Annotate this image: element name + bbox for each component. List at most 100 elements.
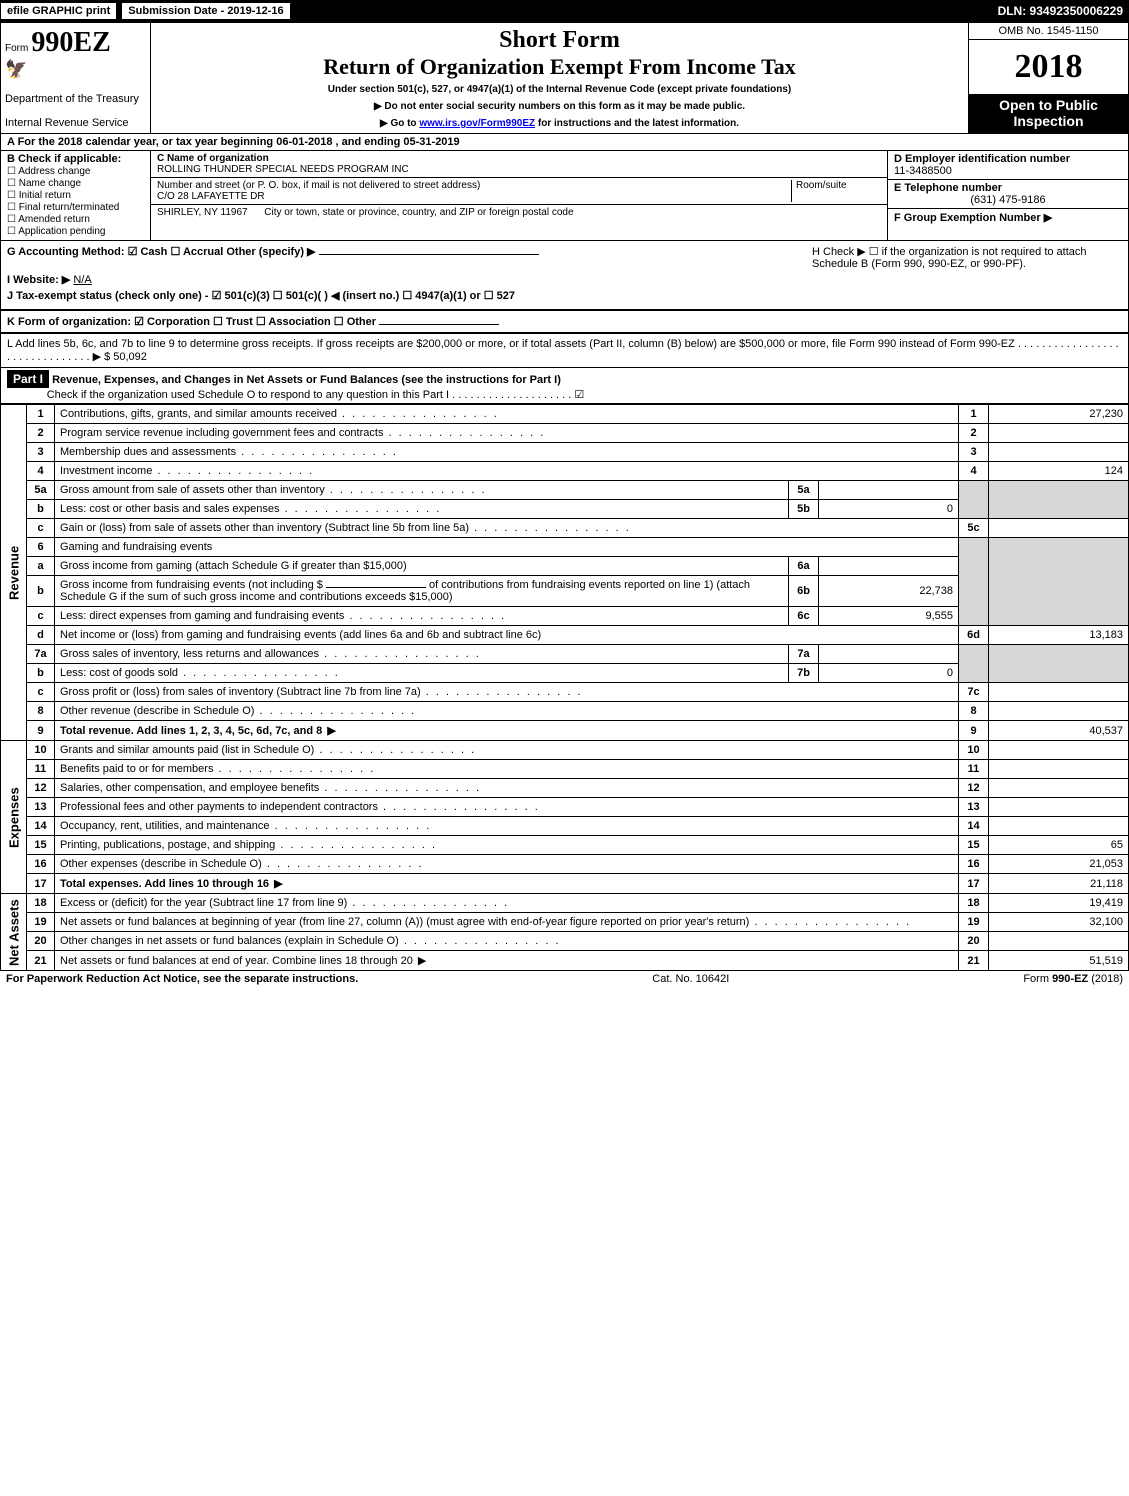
j-label: J Tax-exempt status (check only one) - ☑… <box>7 290 515 302</box>
l6d-val: 13,183 <box>989 626 1129 645</box>
department-label-1: Department of the Treasury <box>5 93 146 105</box>
l4-outlabel: 4 <box>959 462 989 481</box>
form-label-row: Form 990EZ <box>5 27 146 59</box>
l6c-innerlabel: 6c <box>789 607 819 626</box>
meta-k: K Form of organization: ☑ Corporation ☐ … <box>0 310 1129 333</box>
l6b-innerlabel: 6b <box>789 576 819 607</box>
l2-no: 2 <box>27 424 55 443</box>
l3-val <box>989 443 1129 462</box>
l21-outlabel: 21 <box>959 951 989 971</box>
b-label: B Check if applicable: <box>7 153 121 165</box>
d-ein-row: D Employer identification number 11-3488… <box>888 151 1128 180</box>
l4-desc: Investment income <box>55 462 959 481</box>
line-a-tax-year: A For the 2018 calendar year, or tax yea… <box>0 134 1129 151</box>
check-label-2: Initial return <box>19 190 71 201</box>
l6b-blank[interactable] <box>326 587 426 588</box>
l5b-no: b <box>27 500 55 519</box>
submission-date: Submission Date - 2019-12-16 <box>121 2 290 20</box>
page-footer: For Paperwork Reduction Act Notice, see … <box>0 971 1129 987</box>
check-initial-return[interactable]: ☐ Initial return <box>7 190 144 201</box>
l17-no: 17 <box>27 874 55 894</box>
l13-outlabel: 13 <box>959 798 989 817</box>
l6d-no: d <box>27 626 55 645</box>
c-name-row: C Name of organization ROLLING THUNDER S… <box>151 151 887 178</box>
l1-no: 1 <box>27 405 55 424</box>
l19-val: 32,100 <box>989 913 1129 932</box>
footer-mid: Cat. No. 10642I <box>652 973 729 985</box>
l15-desc: Printing, publications, postage, and shi… <box>55 836 959 855</box>
l2-outlabel: 2 <box>959 424 989 443</box>
l7c-val <box>989 683 1129 702</box>
check-amended-return[interactable]: ☐ Amended return <box>7 214 144 225</box>
l-label: L Add lines 5b, 6c, and 7b to line 9 to … <box>7 338 1119 363</box>
k-other-line[interactable] <box>379 324 499 325</box>
l16-desc: Other expenses (describe in Schedule O) <box>55 855 959 874</box>
dln-label: DLN: 93492350006229 <box>998 4 1129 18</box>
l13-val <box>989 798 1129 817</box>
room-label: Room/suite <box>796 180 847 191</box>
org-city: SHIRLEY, NY 11967 <box>157 207 248 218</box>
l12-desc: Salaries, other compensation, and employ… <box>55 779 959 798</box>
l3-desc: Membership dues and assessments <box>55 443 959 462</box>
f-group-row: F Group Exemption Number ▶ <box>888 209 1128 226</box>
l9-no: 9 <box>27 721 55 741</box>
l6c-desc: Less: direct expenses from gaming and fu… <box>55 607 789 626</box>
l11-val <box>989 760 1129 779</box>
omb-number: OMB No. 1545-1150 <box>969 23 1128 40</box>
l5c-desc: Gain or (loss) from sale of assets other… <box>55 519 959 538</box>
l8-outlabel: 8 <box>959 702 989 721</box>
header-right: OMB No. 1545-1150 2018 Open to Public In… <box>968 23 1128 133</box>
part-i-table: Revenue 1 Contributions, gifts, grants, … <box>0 404 1129 971</box>
l16-outlabel: 16 <box>959 855 989 874</box>
l6b-no: b <box>27 576 55 607</box>
open-to-public-badge: Open to Public Inspection <box>969 94 1128 133</box>
footer-left: For Paperwork Reduction Act Notice, see … <box>6 973 358 985</box>
short-form-title: Short Form <box>499 27 620 54</box>
instr2-prefix: ▶ Go to <box>380 118 419 129</box>
l14-val <box>989 817 1129 836</box>
l5b-innerlabel: 5b <box>789 500 819 519</box>
efile-print-button[interactable]: efile GRAPHIC print <box>0 2 117 20</box>
l5c-outlabel: 5c <box>959 519 989 538</box>
line-a-prefix: A For the 2018 calendar year, or tax yea… <box>7 136 276 148</box>
entity-info-grid: B Check if applicable: ☐ Address change … <box>0 151 1129 241</box>
l14-outlabel: 14 <box>959 817 989 836</box>
l16-val: 21,053 <box>989 855 1129 874</box>
l6a-innerval <box>819 557 959 576</box>
open-public-line2: Inspection <box>971 114 1126 129</box>
l20-val <box>989 932 1129 951</box>
l9-desc: Total revenue. Add lines 1, 2, 3, 4, 5c,… <box>55 721 959 741</box>
l6a-no: a <box>27 557 55 576</box>
l11-desc: Benefits paid to or for members <box>55 760 959 779</box>
l10-outlabel: 10 <box>959 741 989 760</box>
l7a-no: 7a <box>27 645 55 664</box>
l20-outlabel: 20 <box>959 932 989 951</box>
l2-desc: Program service revenue including govern… <box>55 424 959 443</box>
org-name: ROLLING THUNDER SPECIAL NEEDS PROGRAM IN… <box>157 164 409 175</box>
line-a-mid: , and ending <box>336 136 404 148</box>
l6b-innerval: 22,738 <box>819 576 959 607</box>
l13-desc: Professional fees and other payments to … <box>55 798 959 817</box>
l5ab-shade <box>959 481 989 519</box>
check-name-change[interactable]: ☐ Name change <box>7 178 144 189</box>
header-left: Form 990EZ 🦅 Department of the Treasury … <box>1 23 151 133</box>
org-address: C/O 28 LAFAYETTE DR <box>157 191 265 202</box>
l6a-desc: Gross income from gaming (attach Schedul… <box>55 557 789 576</box>
l1-desc: Contributions, gifts, grants, and simila… <box>55 405 959 424</box>
l5c-no: c <box>27 519 55 538</box>
check-address-change[interactable]: ☐ Address change <box>7 166 144 177</box>
check-final-return[interactable]: ☐ Final return/terminated <box>7 202 144 213</box>
form-header: Form 990EZ 🦅 Department of the Treasury … <box>0 22 1129 134</box>
line-a-begin: 06-01-2018 <box>276 136 332 148</box>
check-application-pending[interactable]: ☐ Application pending <box>7 226 144 237</box>
l21-desc: Net assets or fund balances at end of ye… <box>55 951 959 971</box>
l8-desc: Other revenue (describe in Schedule O) <box>55 702 959 721</box>
topbar-left: efile GRAPHIC print Submission Date - 20… <box>0 2 291 20</box>
l6c-no: c <box>27 607 55 626</box>
col-d-identifiers: D Employer identification number 11-3488… <box>888 151 1128 240</box>
l18-outlabel: 18 <box>959 894 989 913</box>
d-label: D Employer identification number <box>894 153 1070 165</box>
g-specify-line[interactable] <box>319 254 539 255</box>
irs-link[interactable]: www.irs.gov/Form990EZ <box>419 118 535 129</box>
line-g: G Accounting Method: ☑ Cash ☐ Accrual Ot… <box>7 245 539 270</box>
